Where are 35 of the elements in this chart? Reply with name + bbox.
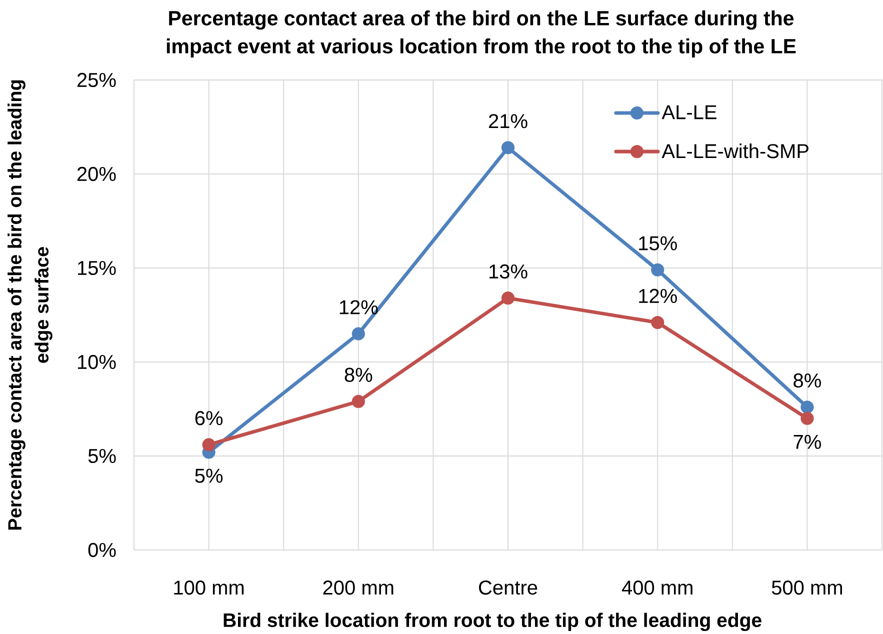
y-axis-title: Percentage contact area of the bird on the leading edge surface	[8, 80, 52, 530]
x-tick-label: 400 mm	[622, 580, 692, 595]
data-label: 21%	[488, 114, 528, 128]
point	[800, 400, 814, 414]
data-label: 7%	[794, 434, 821, 449]
data-label: 13%	[490, 264, 528, 279]
data-label: 12%	[340, 300, 378, 314]
legend-label: AL-LE-with-SMP	[662, 144, 808, 158]
data-label: 8%	[344, 368, 372, 382]
x-axis-title: Bird strike location from root to the tip of the leading edge	[224, 612, 762, 632]
x-tick-label: 500 mm	[772, 580, 842, 595]
data-label: 8%	[794, 373, 821, 388]
y-tick-label: 0%	[88, 542, 116, 558]
point	[352, 327, 365, 340]
point	[651, 316, 664, 330]
data-label: 15%	[639, 236, 677, 250]
y-tick-label: 10%	[78, 354, 116, 370]
y-tick-label: 25%	[77, 72, 116, 88]
point	[800, 412, 814, 425]
data-label: 5%	[195, 468, 223, 483]
point	[651, 263, 664, 276]
legend-label: AL-LE	[662, 105, 716, 120]
y-tick-label: 20%	[77, 166, 116, 182]
point	[501, 292, 515, 305]
x-tick-label: 200 mm	[323, 580, 394, 595]
chart-title: Percentage contact area of the bird on the LE surface during the impact event at various location from the root to the tip of the LE	[166, 10, 796, 58]
x-tick-label: 100 mm	[174, 580, 244, 595]
point	[352, 394, 365, 408]
point	[202, 438, 216, 452]
y-tick-label: 5%	[88, 448, 116, 464]
data-label: 6%	[195, 411, 223, 426]
data-label: 12%	[639, 288, 677, 304]
x-tick-label: Centre	[479, 580, 538, 595]
point	[501, 141, 515, 154]
y-tick-label: 15%	[78, 260, 116, 276]
